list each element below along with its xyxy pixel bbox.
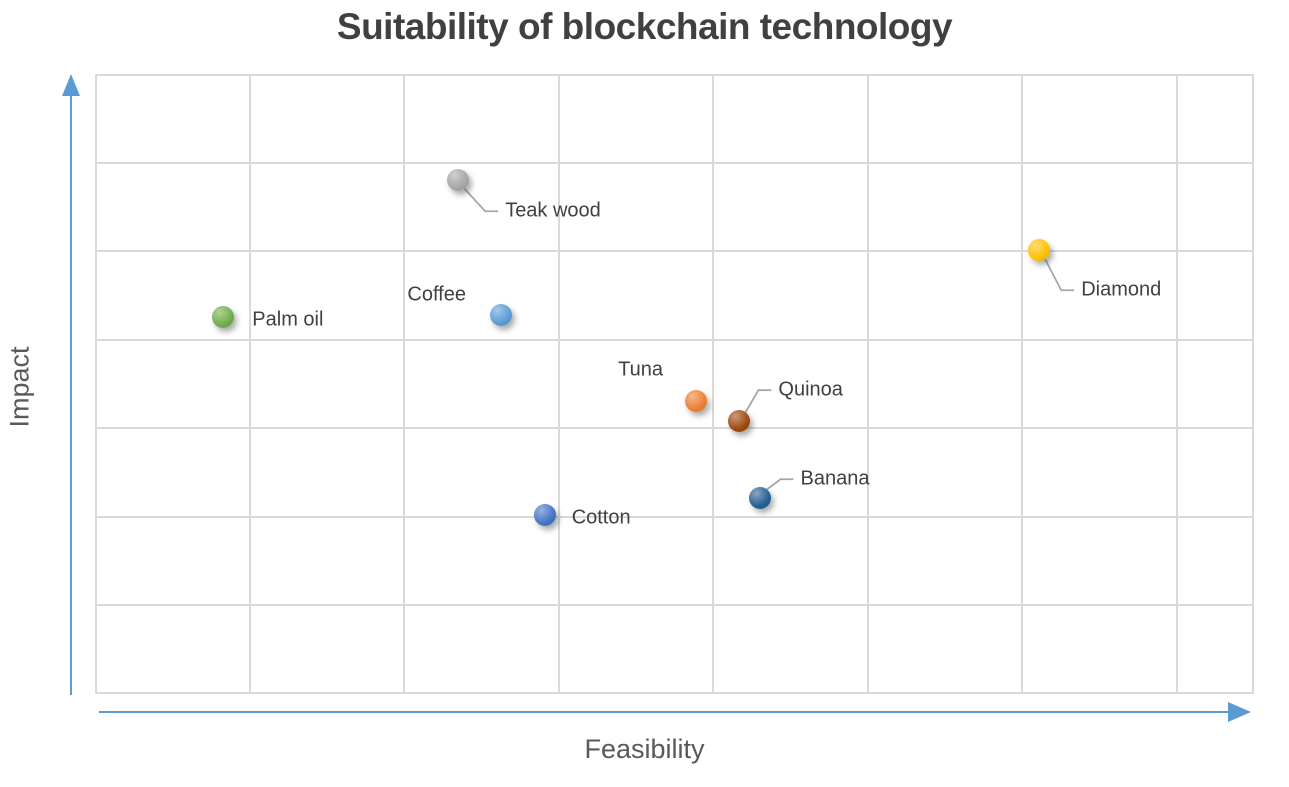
horizontal-gridline [95,250,1254,253]
data-label-palm-oil: Palm oil [252,308,324,331]
vertical-gridline [866,74,869,694]
data-label-quinoa: Quinoa [778,378,843,401]
data-point-tuna[interactable] [685,389,708,412]
x-axis-arrowhead-icon [1228,702,1251,722]
vertical-gridline [557,74,560,694]
x-axis-line [99,711,1230,713]
vertical-gridline [403,74,406,694]
data-label-tuna: Tuna [618,358,663,381]
horizontal-gridline [95,338,1254,341]
vertical-gridline [1021,74,1024,694]
horizontal-gridline [95,427,1254,430]
y-axis-title: Impact [4,346,35,428]
data-label-teak-wood: Teak wood [505,199,601,222]
x-axis-title: Feasibility [584,734,705,764]
data-point-diamond[interactable] [1028,239,1051,262]
chart-title: Suitability of blockchain technology [336,6,953,47]
horizontal-gridline [95,161,1254,164]
horizontal-gridline [95,515,1254,518]
vertical-gridline [712,74,715,694]
horizontal-gridline [95,604,1254,607]
plot-area [95,74,1254,694]
data-point-cotton[interactable] [533,504,556,527]
data-point-banana[interactable] [748,487,771,510]
y-axis-arrowhead-icon [62,74,80,96]
data-label-coffee: Coffee [407,283,466,306]
data-label-cotton: Cotton [571,506,631,529]
vertical-gridline [248,74,251,694]
data-point-quinoa[interactable] [728,410,751,433]
vertical-gridline [1175,74,1178,694]
y-axis-line [70,94,72,695]
data-label-banana: Banana [800,467,870,490]
data-point-coffee[interactable] [490,303,513,326]
data-point-palm-oil[interactable] [212,305,235,328]
data-label-diamond: Diamond [1081,278,1162,301]
data-point-teak-wood[interactable] [447,169,470,192]
